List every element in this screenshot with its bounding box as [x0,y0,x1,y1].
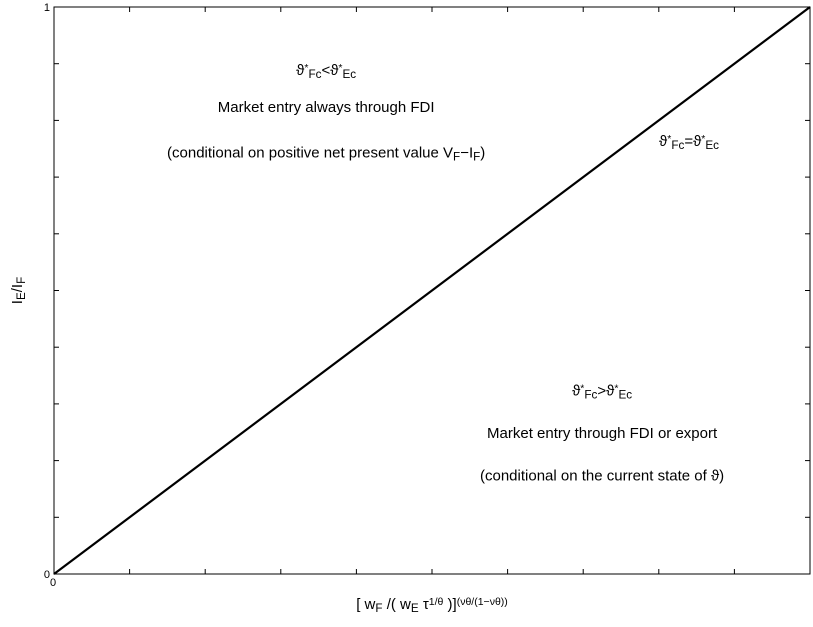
x-tick-label: 0 [50,577,56,589]
ann-diagonal: ϑ*Fc=ϑ*Ec [659,133,719,153]
y-axis-label: IE/IF [9,277,28,304]
ann-fdi-condition: ϑ*Fc<ϑ*Ec [296,62,356,82]
x-axis-label: [ wF /( wE τ1/θ )](νθ/(1−νθ)) [356,596,508,616]
ann-fdi-note: (conditional on positive net present val… [167,144,485,163]
ann-export-condition: ϑ*Fc>ϑ*Ec [572,382,632,402]
ann-export-note: (conditional on the current state of ϑ) [480,467,724,484]
y-tick-label: 1 [44,2,50,14]
ann-fdi-title: Market entry always through FDI [218,99,435,116]
series-line [54,7,810,574]
y-tick-label: 0 [44,569,50,581]
ann-export-title: Market entry through FDI or export [487,425,718,442]
